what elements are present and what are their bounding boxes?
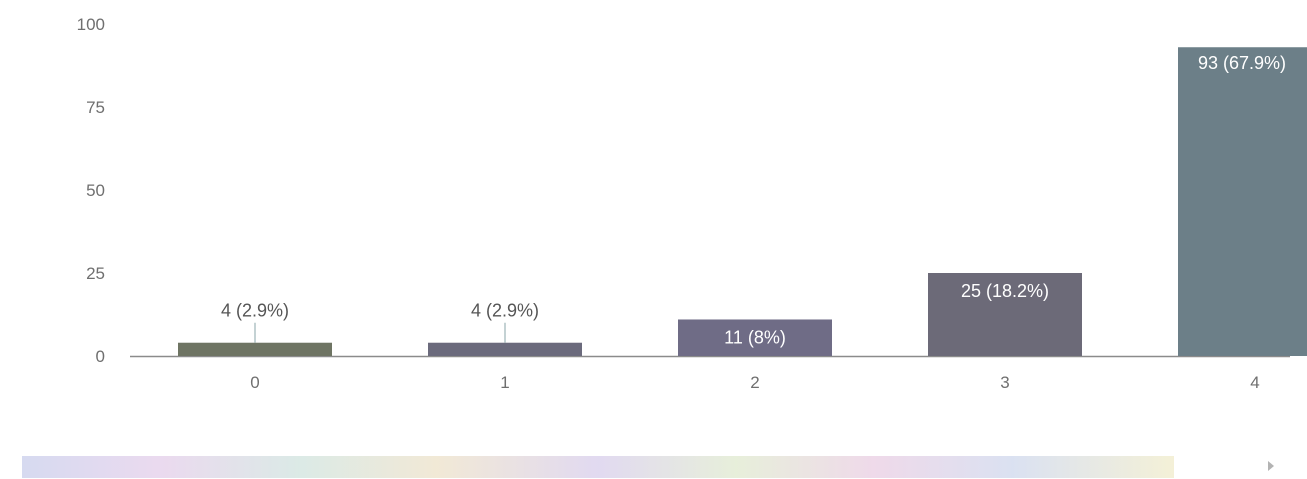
bar [678, 319, 832, 356]
x-tick-label: 4 [1250, 373, 1259, 392]
scroll-right-arrow-icon[interactable] [1268, 461, 1274, 471]
bar [428, 342, 582, 356]
x-tick-label: 0 [250, 373, 259, 392]
y-tick-label: 100 [77, 15, 105, 34]
horizontal-scrollbar[interactable] [22, 456, 1174, 478]
bar [178, 342, 332, 356]
x-tick-label: 2 [750, 373, 759, 392]
y-axis-ticks: 0 25 50 75 100 [77, 15, 105, 366]
data-label: 11 (8%) [724, 327, 786, 347]
data-label: 25 (18.2%) [961, 281, 1049, 301]
label-connectors [254, 322, 506, 343]
data-labels: 4 (2.9%) 4 (2.9%) 11 (8%) 25 (18.2%) 93 … [221, 53, 1286, 347]
x-tick-label: 1 [500, 373, 509, 392]
bars-group [178, 47, 1307, 357]
data-label: 4 (2.9%) [471, 301, 539, 321]
bar [928, 273, 1082, 356]
data-label: 4 (2.9%) [221, 301, 289, 321]
y-tick-label: 25 [86, 264, 105, 283]
y-tick-label: 0 [96, 347, 105, 366]
y-tick-label: 50 [86, 181, 105, 200]
x-axis-ticks: 0 1 2 3 4 [250, 373, 1259, 392]
x-tick-label: 3 [1000, 373, 1009, 392]
data-label: 93 (67.9%) [1198, 53, 1286, 73]
bar [1178, 47, 1307, 357]
y-tick-label: 75 [86, 98, 105, 117]
